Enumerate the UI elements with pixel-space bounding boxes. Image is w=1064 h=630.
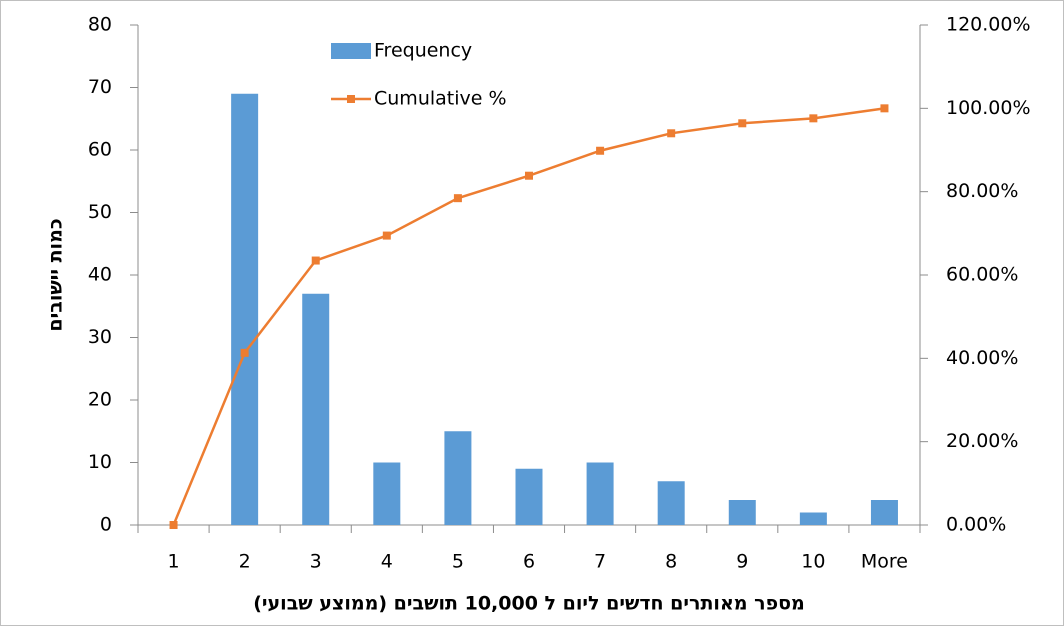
x-tick-label: 3: [310, 551, 322, 573]
bar: [657, 481, 685, 525]
legend-label: Cumulative %: [374, 88, 507, 110]
bar: [373, 462, 401, 525]
line-marker: [311, 256, 320, 265]
bar: [444, 431, 472, 525]
y2-tick-label: 60.00%: [946, 264, 1018, 286]
x-tick-label: 6: [523, 551, 535, 573]
x-tick-label: More: [861, 551, 908, 573]
legend-swatch: [331, 43, 371, 59]
line-marker: [667, 129, 676, 138]
x-tick-label: 8: [665, 551, 677, 573]
bar: [799, 512, 827, 525]
legend-swatch: [347, 95, 355, 103]
x-tick-label: 9: [736, 551, 748, 573]
bar: [586, 462, 614, 525]
x-tick-label: 4: [381, 551, 393, 573]
x-tick-label: 2: [239, 551, 251, 573]
y-tick-label: 40: [88, 264, 112, 286]
legend-label: Frequency: [374, 40, 472, 62]
x-tick-label: 10: [801, 551, 825, 573]
bar: [231, 93, 259, 525]
bar: [302, 293, 330, 525]
x-tick-label: 5: [452, 551, 464, 573]
line-marker: [240, 348, 249, 357]
y2-tick-label: 80.00%: [946, 180, 1018, 202]
line-marker: [382, 231, 391, 240]
bar: [870, 500, 898, 525]
y-tick-label: 0: [100, 514, 112, 536]
x-tick-label: 7: [594, 551, 606, 573]
y-tick-label: 80: [88, 14, 112, 36]
y-tick-label: 50: [88, 201, 112, 223]
line-marker: [525, 171, 533, 180]
line-marker: [809, 114, 818, 123]
line-marker: [596, 146, 605, 155]
y-tick-label: 30: [88, 326, 112, 348]
y2-tick-label: 120.00%: [946, 14, 1031, 36]
line-marker: [880, 104, 889, 113]
y-tick-label: 10: [88, 451, 112, 473]
y2-tick-label: 100.00%: [946, 97, 1031, 119]
y-tick-label: 20: [88, 389, 112, 411]
line-marker: [169, 521, 178, 529]
y2-tick-label: 0.00%: [946, 514, 1006, 536]
x-axis-label: מספר מאותרים חדשים ליום ל 10,000 תושבים …: [253, 593, 805, 615]
y2-tick-label: 20.00%: [946, 430, 1018, 452]
line-marker: [453, 194, 462, 203]
x-tick-label: 1: [167, 551, 179, 573]
line-marker: [738, 119, 747, 128]
y-axis-label: כמות יישובים: [45, 218, 67, 331]
y-tick-label: 60: [88, 139, 112, 161]
bar: [515, 468, 543, 525]
y-tick-label: 70: [88, 76, 112, 98]
bar: [728, 500, 756, 525]
y2-tick-label: 40.00%: [946, 347, 1018, 369]
